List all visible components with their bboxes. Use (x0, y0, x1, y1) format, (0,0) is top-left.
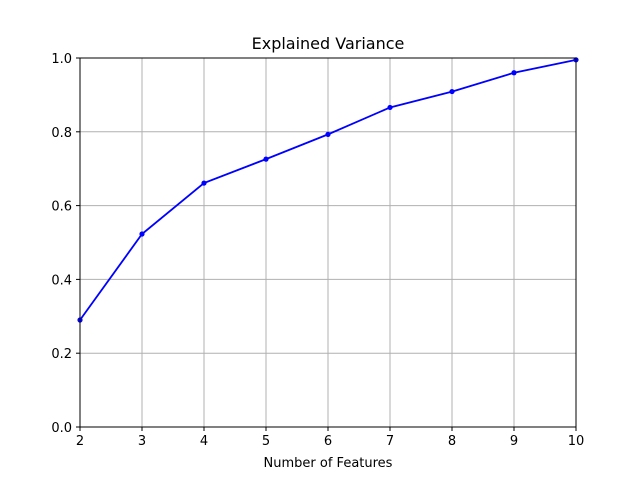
x-tick-label: 5 (262, 434, 270, 449)
x-axis-ticks: 2 3 4 5 6 7 8 9 10 (76, 427, 584, 449)
data-point (139, 231, 145, 237)
x-axis-label: Number of Features (264, 456, 393, 471)
y-tick-label: 0.6 (51, 200, 72, 215)
data-series (77, 57, 579, 323)
data-point (263, 156, 269, 162)
x-tick-label: 7 (386, 434, 394, 449)
x-tick-label: 4 (200, 434, 208, 449)
x-tick-label: 8 (448, 434, 456, 449)
data-point (387, 104, 393, 111)
x-tick-label: 2 (76, 434, 84, 449)
y-tick-label: 0.8 (51, 126, 72, 141)
y-tick-label: 1.0 (51, 52, 72, 67)
x-tick-label: 10 (568, 434, 585, 449)
x-tick-label: 3 (138, 434, 146, 449)
data-point (511, 70, 517, 76)
y-tick-label: 0.2 (51, 347, 72, 362)
y-tick-label: 0.0 (51, 421, 72, 436)
x-tick-label: 6 (324, 434, 332, 449)
data-point (449, 88, 455, 95)
data-point (201, 180, 207, 186)
y-axis-ticks: 0.0 0.2 0.4 0.6 0.8 1.0 (51, 52, 80, 436)
y-tick-label: 0.4 (51, 273, 72, 288)
x-tick-label: 9 (510, 434, 518, 449)
chart-title: Explained Variance (252, 34, 405, 53)
data-point (325, 131, 331, 137)
